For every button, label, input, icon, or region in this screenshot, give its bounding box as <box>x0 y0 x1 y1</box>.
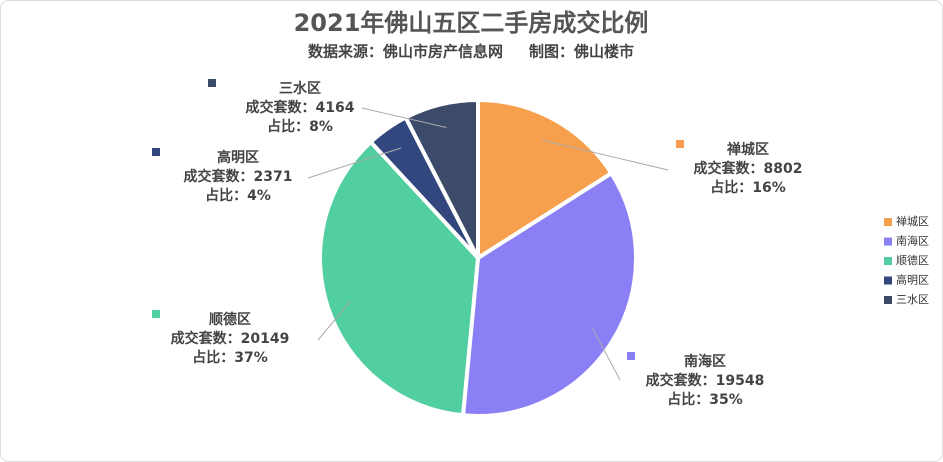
label-value: 成交套数：2371 <box>184 168 293 185</box>
pie-slice <box>402 97 480 259</box>
legend-swatch <box>884 257 892 265</box>
legend-swatch <box>884 218 892 226</box>
label-marker <box>627 352 635 360</box>
pie-slice <box>476 97 615 262</box>
legend-swatch <box>884 237 892 246</box>
leader-line <box>542 139 669 171</box>
legend-label: 三水区 <box>896 293 929 306</box>
label-category: 高明区 <box>217 149 259 166</box>
leader-line <box>361 107 447 128</box>
label-marker <box>676 140 684 148</box>
leader-line <box>592 327 621 381</box>
label-marker <box>152 310 160 318</box>
label-marker <box>152 148 160 156</box>
label-category: 顺德区 <box>209 311 251 328</box>
label-category: 南海区 <box>684 353 726 370</box>
label-share: 占比：16% <box>710 179 786 196</box>
label-marker <box>208 79 216 87</box>
legend-swatch <box>884 296 892 304</box>
label-share: 占比：37% <box>192 349 268 366</box>
label-share: 占比：35% <box>667 391 743 408</box>
legend-label: 南海区 <box>896 234 929 248</box>
label-share: 占比：8% <box>267 118 333 135</box>
legend-swatch <box>884 276 892 285</box>
pie-slice <box>460 170 638 418</box>
label-value: 成交套数：4164 <box>246 99 355 116</box>
chart-subtitle: 数据来源：佛山市房产信息网 制图：佛山楼市 <box>308 43 634 61</box>
legend-label: 禅城区 <box>896 214 929 228</box>
label-share: 占比：4% <box>205 187 271 204</box>
legend-label: 顺德区 <box>896 253 929 267</box>
leader-line <box>317 300 352 341</box>
label-value: 成交套数：20149 <box>171 330 290 347</box>
label-category: 禅城区 <box>726 141 769 158</box>
legend-label: 高明区 <box>896 273 929 287</box>
pie-slice <box>318 139 481 418</box>
leader-line <box>307 147 402 179</box>
chart-title: 2021年佛山五区二手房成交比例 <box>294 9 649 37</box>
label-value: 成交套数：19548 <box>646 372 765 389</box>
label-category: 三水区 <box>279 80 321 97</box>
label-value: 成交套数：8802 <box>694 160 803 177</box>
